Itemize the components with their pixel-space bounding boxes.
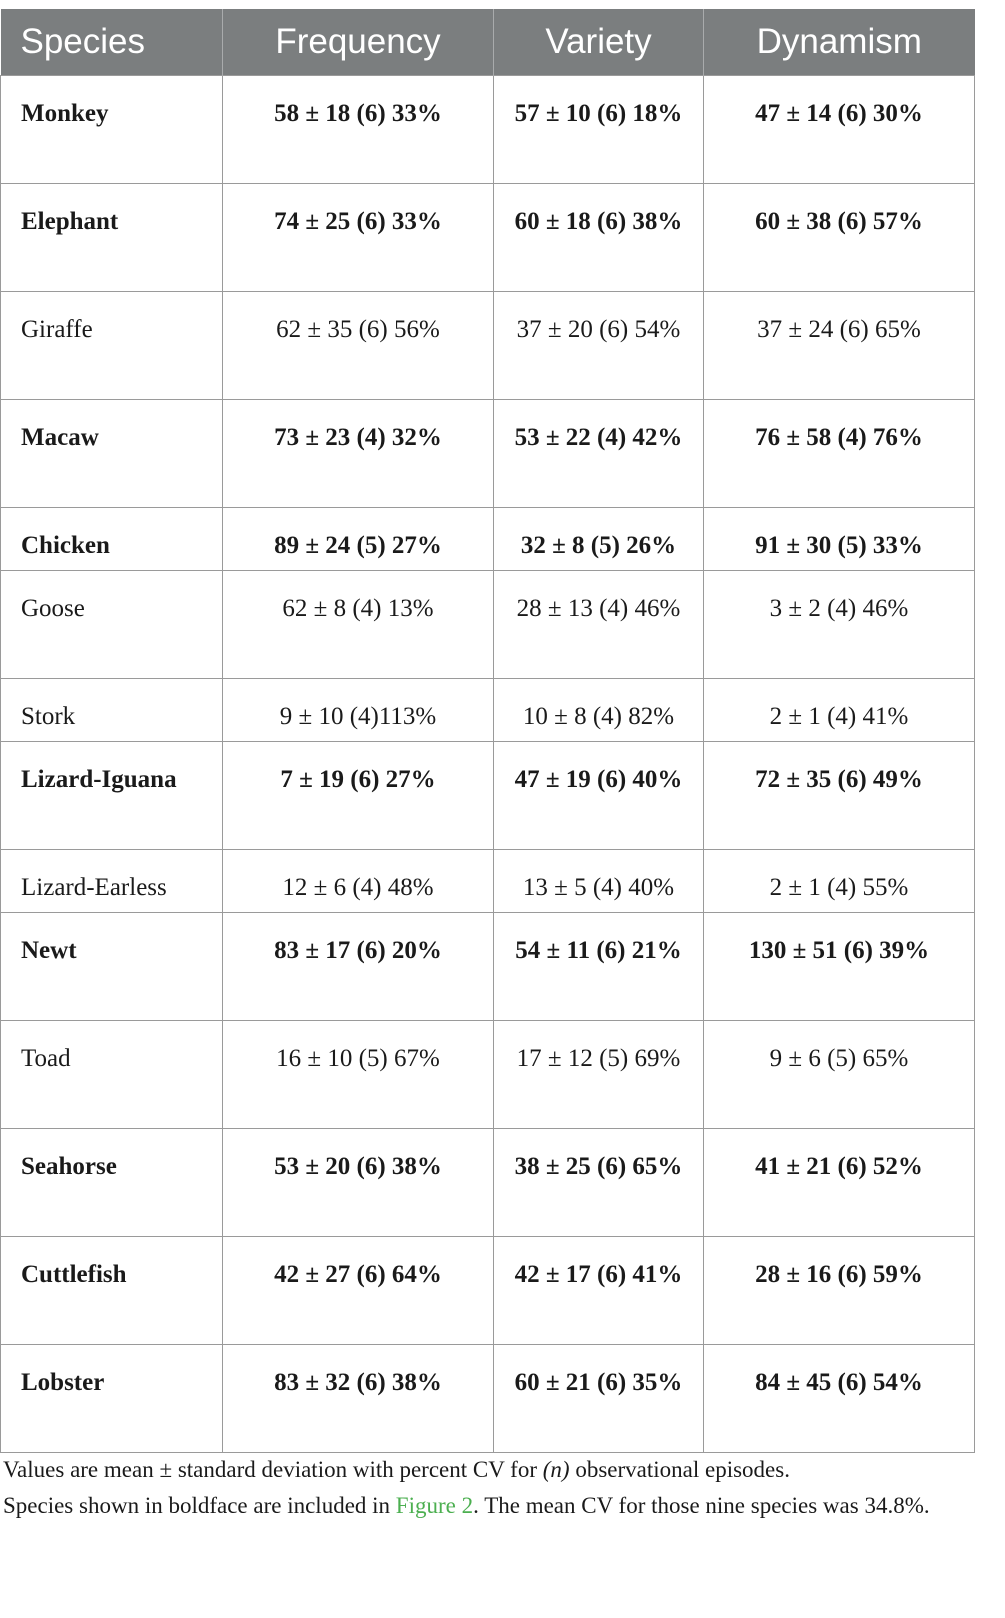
cell-dynamism: 28 ± 16 (6) 59% [703,1235,975,1345]
cell-species: Toad [0,1019,223,1129]
header-species: Species [20,21,146,61]
footnote-line-2: Species shown in boldface are included i… [3,1488,973,1524]
figure-2-link[interactable]: Figure 2 [395,1493,474,1518]
cell-variety: 53 ± 22 (4) 42% [493,398,704,508]
cell-species: Lizard-Earless [0,848,223,913]
table-row: Lizard-Earless 12 ± 6 (4) 48% 13 ± 5 (4) 4… [0,848,975,913]
cell-frequency: 53 ± 20 (6) 38% [222,1127,494,1237]
footnote-text-2b: . The mean CV for those nine species was… [473,1493,930,1518]
species-table: Species Frequency Variety Dynamism Monke… [0,9,975,1453]
cell-variety: 47 ± 19 (6) 40% [493,740,704,850]
footnote-text-1b: observational episodes. [569,1457,790,1482]
cell-dynamism: 9 ± 6 (5) 65% [703,1019,975,1129]
cell-frequency: 74 ± 25 (6) 33% [222,182,494,292]
table-row: Cuttlefish 42 ± 27 (6) 64% 42 ± 17 (6) 41%… [0,1235,975,1345]
cell-variety: 10 ± 8 (4) 82% [493,677,704,742]
table-footnote: Values are mean ± standard deviation wit… [3,1452,973,1524]
cell-species: Stork [0,677,223,742]
header-variety: Variety [493,9,704,75]
cell-species: Goose [0,569,223,679]
cell-species: Monkey [0,74,223,184]
cell-dynamism: 2 ± 1 (4) 41% [703,677,975,742]
table-row: Goose 62 ± 8 (4) 13% 28 ± 13 (4) 46% 3 ± 2 … [0,569,975,679]
footnote-text-1a: Values are mean ± standard deviation wit… [3,1457,543,1482]
header-dynamism: Dynamism [703,9,975,75]
cell-variety: 60 ± 21 (6) 35% [493,1343,704,1453]
cell-frequency: 16 ± 10 (5) 67% [222,1019,494,1129]
data-table-container: Species Frequency Variety Dynamism Monke… [0,9,975,1453]
cell-dynamism: 130 ± 51 (6) 39% [703,911,975,1021]
cell-species: Chicken [0,506,223,571]
cell-frequency: 58 ± 18 (6) 33% [222,74,494,184]
cell-dynamism: 60 ± 38 (6) 57% [703,182,975,292]
header-row: Species Frequency Variety Dynamism [0,9,975,75]
cell-variety: 54 ± 11 (6) 21% [493,911,704,1021]
table-row: Toad 16 ± 10 (5) 67% 17 ± 12 (5) 69% 9 ± 6 … [0,1019,975,1129]
cell-species: Cuttlefish [0,1235,223,1345]
cell-variety: 57 ± 10 (6) 18% [493,74,704,184]
footnote-n-symbol: (n) [542,1457,570,1482]
footnote-line-1: Values are mean ± standard deviation wit… [3,1452,973,1488]
cell-dynamism: 3 ± 2 (4) 46% [703,569,975,679]
table-row: Monkey 58 ± 18 (6) 33% 57 ± 10 (6) 18% 47 ±… [0,74,975,184]
cell-dynamism: 76 ± 58 (4) 76% [703,398,975,508]
table-row: Newt 83 ± 17 (6) 20% 54 ± 11 (6) 21% 130 ± … [0,911,975,1021]
header-frequency: Frequency [222,9,494,75]
cell-species: Seahorse [0,1127,223,1237]
cell-species: Lizard-Iguana [0,740,223,850]
cell-species: Macaw [0,398,223,508]
cell-dynamism: 91 ± 30 (5) 33% [703,506,975,571]
cell-species: Elephant [0,182,223,292]
cell-dynamism: 84 ± 45 (6) 54% [703,1343,975,1453]
table-row: Giraffe 62 ± 35 (6) 56% 37 ± 20 (6) 54% 37 … [0,290,975,400]
cell-frequency: 62 ± 8 (4) 13% [222,569,494,679]
cell-variety: 60 ± 18 (6) 38% [493,182,704,292]
cell-frequency: 7 ± 19 (6) 27% [222,740,494,850]
cell-variety: 32 ± 8 (5) 26% [493,506,704,571]
cell-species: Newt [0,911,223,1021]
cell-species: Lobster [0,1343,223,1453]
footnote-text-2a: Species shown in boldface are included i… [3,1493,396,1518]
cell-frequency: 83 ± 17 (6) 20% [222,911,494,1021]
cell-dynamism: 72 ± 35 (6) 49% [703,740,975,850]
cell-species: Giraffe [0,290,223,400]
table-row: Macaw 73 ± 23 (4) 32% 53 ± 22 (4) 42% 76 ± … [0,398,975,508]
cell-variety: 42 ± 17 (6) 41% [493,1235,704,1345]
table-header: Species Frequency Variety Dynamism [0,9,975,75]
cell-variety: 28 ± 13 (4) 46% [493,569,704,679]
cell-frequency: 73 ± 23 (4) 32% [222,398,494,508]
cell-frequency: 83 ± 32 (6) 38% [222,1343,494,1453]
cell-frequency: 42 ± 27 (6) 64% [222,1235,494,1345]
cell-frequency: 89 ± 24 (5) 27% [222,506,494,571]
table-row: Seahorse 53 ± 20 (6) 38% 38 ± 25 (6) 65% 41… [0,1127,975,1237]
table-row: Chicken 89 ± 24 (5) 27% 32 ± 8 (5) 26% 91 ±… [0,506,975,571]
cell-frequency: 62 ± 35 (6) 56% [222,290,494,400]
table-body: Monkey 58 ± 18 (6) 33% 57 ± 10 (6) 18% 47 ±… [0,74,975,1453]
cell-dynamism: 47 ± 14 (6) 30% [703,74,975,184]
cell-variety: 17 ± 12 (5) 69% [493,1019,704,1129]
table-row: Lizard-Iguana 7 ± 19 (6) 27% 47 ± 19 (6) 4… [0,740,975,850]
cell-frequency: 9 ± 10 (4)113% [222,677,494,742]
cell-variety: 13 ± 5 (4) 40% [493,848,704,913]
table-row: Lobster 83 ± 32 (6) 38% 60 ± 21 (6) 35% 84 … [0,1343,975,1453]
table-row: Stork 9 ± 10 (4)113% 10 ± 8 (4) 82% 2 ± 1 (… [0,677,975,742]
cell-dynamism: 2 ± 1 (4) 55% [703,848,975,913]
cell-variety: 37 ± 20 (6) 54% [493,290,704,400]
cell-dynamism: 37 ± 24 (6) 65% [703,290,975,400]
cell-variety: 38 ± 25 (6) 65% [493,1127,704,1237]
table-row: Elephant 74 ± 25 (6) 33% 60 ± 18 (6) 38% 60… [0,182,975,292]
cell-dynamism: 41 ± 21 (6) 52% [703,1127,975,1237]
cell-frequency: 12 ± 6 (4) 48% [222,848,494,913]
